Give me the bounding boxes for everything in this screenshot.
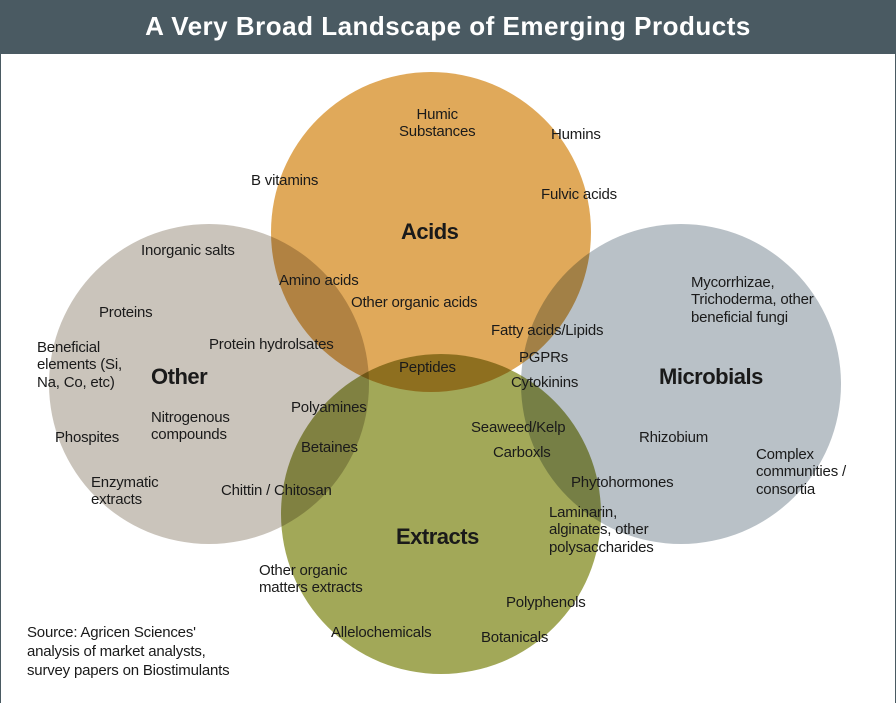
item-label: Polyphenols (506, 594, 586, 611)
item-label: Seaweed/Kelp (471, 419, 565, 436)
item-label: Other organic acids (351, 294, 477, 311)
item-label: Other organic matters extracts (259, 562, 363, 597)
category-acids: Acids (401, 219, 458, 245)
item-label: Humins (551, 126, 601, 143)
item-label: Fulvic acids (541, 186, 617, 203)
item-label: Humic Substances (399, 106, 475, 141)
item-label: Amino acids (279, 272, 359, 289)
category-other: Other (151, 364, 207, 390)
venn-canvas: Acids Other Microbials Extracts Humic Su… (1, 54, 895, 705)
category-microbials: Microbials (659, 364, 763, 390)
item-label: Carboxls (493, 444, 551, 461)
item-label: Phytohormones (571, 474, 673, 491)
category-extracts: Extracts (396, 524, 479, 550)
item-label: Beneficial elements (Si, Na, Co, etc) (37, 339, 122, 391)
figure-frame: A Very Broad Landscape of Emerging Produ… (0, 0, 896, 703)
item-label: Botanicals (481, 629, 548, 646)
item-label: PGPRs (519, 349, 568, 366)
item-label: Laminarin, alginates, other polysacchari… (549, 504, 654, 556)
item-label: Allelochemicals (331, 624, 431, 641)
item-label: B vitamins (251, 172, 318, 189)
source-note: Source: Agricen Sciences' analysis of ma… (27, 624, 229, 680)
item-label: Mycorrhizae, Trichoderma, other benefici… (691, 274, 814, 326)
item-label: Enzymatic extracts (91, 474, 158, 509)
item-label: Rhizobium (639, 429, 708, 446)
item-label: Phospites (55, 429, 119, 446)
item-label: Peptides (399, 359, 456, 376)
item-label: Betaines (301, 439, 358, 456)
item-label: Cytokinins (511, 374, 578, 391)
item-label: Inorganic salts (141, 242, 235, 259)
item-label: Polyamines (291, 399, 367, 416)
title-bar: A Very Broad Landscape of Emerging Produ… (1, 1, 895, 54)
item-label: Nitrogenous compounds (151, 409, 230, 444)
item-label: Chittin / Chitosan (221, 482, 332, 499)
item-label: Protein hydrolsates (209, 336, 334, 353)
item-label: Complex communities / consortia (756, 446, 846, 498)
title-text: A Very Broad Landscape of Emerging Produ… (145, 11, 751, 41)
item-label: Proteins (99, 304, 152, 321)
item-label: Fatty acids/Lipids (491, 322, 603, 339)
